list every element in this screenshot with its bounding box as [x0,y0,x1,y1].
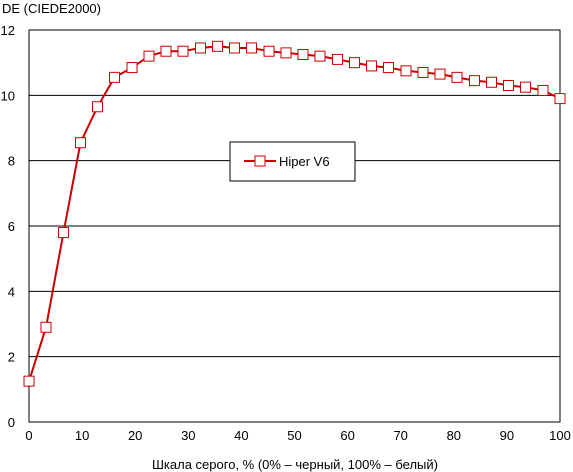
data-point-marker [434,68,446,80]
y-tick-label: 8 [8,154,15,169]
x-tick-label: 80 [447,428,461,443]
data-point-marker [502,80,514,92]
data-point-marker [75,137,87,149]
data-point-marker [332,53,344,65]
data-point-marker [400,65,412,77]
data-point-marker [245,42,257,54]
plot-area-frame [28,29,561,423]
data-point-marker [537,84,549,96]
x-tick-label: 90 [500,428,514,443]
x-tick-label: 100 [549,428,571,443]
data-point-marker [195,42,207,54]
y-axis-tick-labels: 0 2 4 6 8 10 12 [1,23,15,430]
series-line [28,45,561,382]
y-tick-label: 2 [8,350,15,365]
data-point-marker [554,93,566,105]
x-tick-label: 20 [128,428,142,443]
data-point-marker [23,375,35,387]
data-point-marker [486,76,498,88]
x-tick-label: 70 [393,428,407,443]
data-point-marker [58,227,70,239]
data-point-marker [143,50,155,62]
data-point-marker [160,45,172,57]
data-point-marker [212,40,224,52]
data-point-marker [382,62,394,74]
y-tick-label: 0 [8,415,15,430]
x-axis-tick-labels: 0 10 20 30 40 50 60 70 80 90 100 [25,428,570,443]
y-tick-label: 6 [8,219,15,234]
series-layer [23,40,566,387]
x-tick-label: 30 [181,428,195,443]
y-tick-label: 10 [1,88,15,103]
data-point-marker [228,42,240,54]
x-tick-label: 50 [287,428,301,443]
y-axis-title: DE (CIEDE2000) [2,1,101,16]
x-tick-label: 10 [75,428,89,443]
data-point-marker [263,45,275,57]
y-tick-label: 4 [8,284,15,299]
data-point-marker [126,62,138,74]
data-point-marker [40,321,52,333]
legend: Hiper V6 [229,141,356,182]
x-tick-label: 40 [234,428,248,443]
x-axis-title: Шкала серого, % (0% – черный, 100% – бел… [152,457,438,472]
data-point-marker [297,49,309,60]
data-point-marker [417,66,429,78]
data-point-marker [519,81,531,93]
data-point-marker [349,57,361,69]
data-point-marker [280,47,292,59]
legend-label: Hiper V6 [279,154,330,169]
legend-marker-sample [254,155,266,167]
data-point-marker [365,60,377,72]
data-point-marker [91,101,103,113]
data-point-marker [177,45,189,57]
data-point-marker [469,75,481,87]
data-point-marker [314,50,326,62]
data-point-marker [108,71,120,83]
x-tick-label: 60 [340,428,354,443]
data-point-marker [451,71,463,83]
y-tick-label: 12 [1,23,15,38]
x-tick-label: 0 [25,428,32,443]
